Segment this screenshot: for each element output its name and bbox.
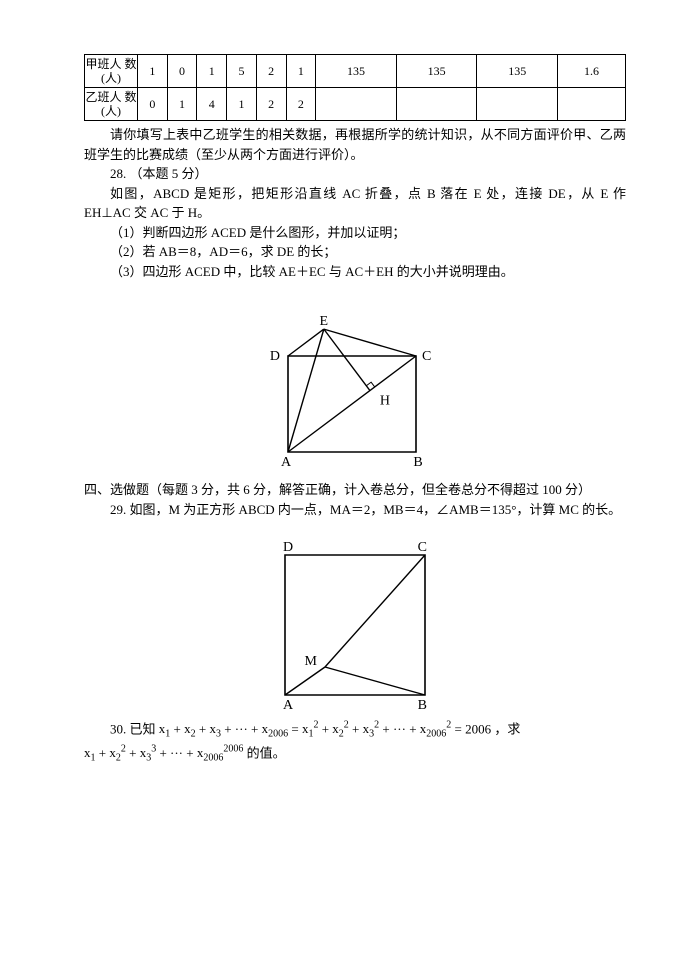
cell: 1.6 [558,55,626,88]
q30-comma: ，求 [494,721,520,736]
row2-header: 乙班人 数(人) [85,88,138,121]
after-table-note: 请你填写上表中乙班学生的相关数据，再根据所学的统计知识，从不同方面评价甲、乙两班… [84,125,626,164]
math-const: 2006 [465,721,491,736]
svg-text:D: D [283,540,293,555]
q28-body: 如图，ABCD 是矩形，把矩形沿直线 AC 折叠，点 B 落在 E 处，连接 D… [84,184,626,223]
table-row: 乙班人 数(人) 0 1 4 1 2 2 [85,88,626,121]
math-term: x1 [84,745,96,760]
cell: 2 [286,88,316,121]
math-term: x1 [159,721,171,736]
cell: 135 [316,55,397,88]
svg-text:C: C [418,540,427,555]
cell: 135 [396,55,477,88]
cell: 1 [138,55,168,88]
math-term: x2 [184,721,196,736]
cell: 0 [138,88,168,121]
svg-text:M: M [305,654,318,669]
q30-line2: x1 + x22 + x33 + ··· + x20062006 的值。 [84,742,626,766]
cell [396,88,477,121]
cell: 2 [256,55,286,88]
cell: 2 [256,88,286,121]
math-term: x20062 [420,721,452,736]
cell: 1 [286,55,316,88]
q30-line1: 30. 已知 x1 + x2 + x3 + ··· + x2006 = x12 … [84,718,626,742]
svg-text:B: B [413,455,422,470]
cell [316,88,397,121]
svg-text:D: D [270,349,280,364]
cell: 1 [227,88,257,121]
svg-text:A: A [281,455,292,470]
score-table: 甲班人 数(人) 1 0 1 5 2 1 135 135 135 1.6 乙班人… [84,54,626,121]
cell [558,88,626,121]
cell: 4 [197,88,227,121]
q28-sub2: （2）若 AB＝8，AD＝6，求 DE 的长； [84,242,626,262]
svg-text:B: B [418,698,427,710]
svg-text:E: E [320,314,329,329]
q30-trailer: 的值。 [247,745,286,760]
math-term: x20062006 [197,745,244,760]
svg-text:A: A [283,698,294,710]
math-term: x33 [140,745,157,760]
svg-text:H: H [380,394,390,409]
table-row: 甲班人 数(人) 1 0 1 5 2 1 135 135 135 1.6 [85,55,626,88]
cell: 0 [167,55,197,88]
row1-header: 甲班人 数(人) [85,55,138,88]
q28-sub3: （3）四边形 ACED 中，比较 AE＋EC 与 AC＋EH 的大小并说明理由。 [84,262,626,282]
q28-sub1: （1）判断四边形 ACED 是什么图形，并加以证明； [84,223,626,243]
math-term: x12 [302,721,319,736]
q30-prefix: 30. 已知 [110,721,159,736]
q29-text: 29. 如图，M 为正方形 ABCD 内一点，MA＝2，MB＝4，∠AMB＝13… [84,500,626,520]
math-term: x22 [109,745,126,760]
cell: 135 [477,55,558,88]
figure-28: E D C H A B [84,287,626,476]
svg-text:C: C [422,349,431,364]
cell [477,88,558,121]
cell: 1 [167,88,197,121]
math-term: x2006 [262,721,289,736]
math-term: x3 [209,721,221,736]
math-term: x22 [332,721,349,736]
math-term: x32 [363,721,380,736]
section-4-title: 四、选做题（每题 3 分，共 6 分，解答正确，计入卷总分，但全卷总分不得超过 … [84,480,626,500]
q28-head: 28. （本题 5 分） [84,164,626,184]
cell: 1 [197,55,227,88]
cell: 5 [227,55,257,88]
figure-29: D C M A B [84,525,626,714]
